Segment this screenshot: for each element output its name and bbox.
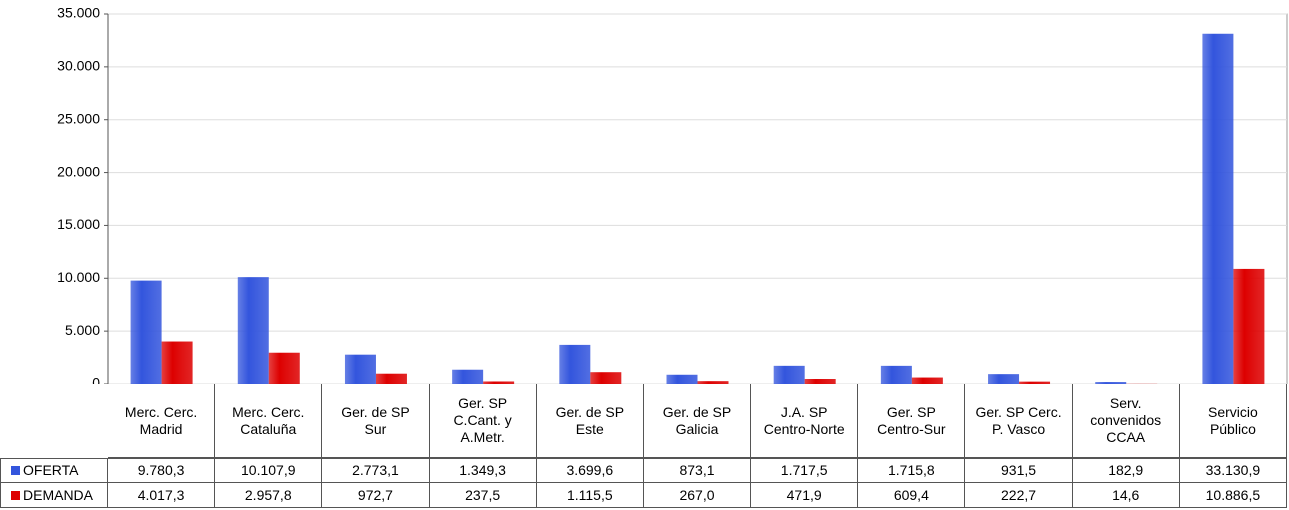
value-label: 3.699,6 bbox=[536, 458, 644, 483]
bar bbox=[911, 377, 943, 384]
bar bbox=[130, 280, 162, 384]
category-label: Ger. de SP Sur bbox=[322, 384, 430, 458]
bar bbox=[590, 372, 622, 384]
legend-entry: OFERTA bbox=[0, 458, 108, 483]
y-tick-label: 25.000 bbox=[57, 110, 100, 126]
bar bbox=[1202, 33, 1234, 384]
value-label: 9.780,3 bbox=[108, 458, 216, 483]
bar bbox=[452, 369, 484, 384]
value-label: 182,9 bbox=[1072, 458, 1180, 483]
category-label: Ger. SP Cerc. P. Vasco bbox=[965, 384, 1073, 458]
plot-frame bbox=[107, 13, 1288, 384]
category-label: Merc. Cerc. Madrid bbox=[108, 384, 216, 458]
bar bbox=[161, 341, 193, 384]
category-label: Ger. de SP Galicia bbox=[643, 384, 752, 458]
value-label: 237,5 bbox=[429, 483, 537, 508]
legend-label: DEMANDA bbox=[23, 486, 94, 503]
legend-swatch bbox=[11, 490, 20, 500]
bar bbox=[988, 374, 1020, 384]
y-tick-label: 5.000 bbox=[65, 322, 100, 338]
value-label: 873,1 bbox=[643, 458, 752, 483]
value-label: 2.957,8 bbox=[215, 483, 323, 508]
bar bbox=[483, 381, 515, 384]
category-label: Merc. Cerc. Cataluña bbox=[215, 384, 323, 458]
category-label: J.A. SP Centro-Norte bbox=[751, 384, 859, 458]
value-label: 1.115,5 bbox=[536, 483, 644, 508]
value-label: 10.107,9 bbox=[215, 458, 323, 483]
value-label: 1.349,3 bbox=[429, 458, 537, 483]
y-tick-label: 0 bbox=[92, 375, 100, 384]
legend-swatch bbox=[11, 466, 20, 475]
value-label: 14,6 bbox=[1072, 483, 1180, 508]
y-tick-label: 30.000 bbox=[57, 58, 100, 74]
category-label: Ger. de SP Este bbox=[536, 384, 644, 458]
y-tick-label: 35.000 bbox=[57, 5, 100, 21]
bar bbox=[268, 352, 300, 384]
value-label: 931,5 bbox=[965, 458, 1073, 483]
bar bbox=[773, 365, 805, 384]
value-label: 4.017,3 bbox=[108, 483, 216, 508]
legend-entry: DEMANDA bbox=[0, 483, 108, 508]
bar bbox=[1019, 381, 1051, 384]
bar bbox=[697, 381, 729, 384]
category-label: Serv. convenidos CCAA bbox=[1072, 384, 1180, 458]
bar bbox=[559, 344, 591, 384]
category-label: Ger. SP C.Cant. y A.Metr. bbox=[429, 384, 537, 458]
value-label: 222,7 bbox=[965, 483, 1073, 508]
value-label: 1.717,5 bbox=[751, 458, 859, 483]
value-label: 972,7 bbox=[322, 483, 430, 508]
value-label: 2.773,1 bbox=[322, 458, 430, 483]
bar bbox=[1095, 382, 1127, 384]
y-tick-label: 10.000 bbox=[57, 269, 100, 285]
bar bbox=[1233, 268, 1265, 384]
bar bbox=[375, 373, 407, 384]
value-label: 471,9 bbox=[751, 483, 859, 508]
y-tick-label: 15.000 bbox=[57, 216, 100, 232]
legend-label: OFERTA bbox=[23, 462, 79, 478]
plot: 0 5.000 10.000 15.000 20.000 25.000 30.000 35.0… bbox=[57, 5, 1288, 384]
bar bbox=[237, 277, 269, 384]
y-tick-label: 20.000 bbox=[57, 163, 100, 179]
value-label: 609,4 bbox=[858, 483, 966, 508]
bar bbox=[666, 374, 698, 384]
value-label: 1.715,8 bbox=[858, 458, 966, 483]
bar bbox=[880, 365, 912, 384]
bar bbox=[804, 379, 836, 384]
value-label: 267,0 bbox=[643, 483, 752, 508]
bar bbox=[344, 354, 376, 384]
value-label: 10.886,5 bbox=[1179, 483, 1287, 508]
category-label: Servicio Público bbox=[1179, 384, 1287, 458]
category-label: Ger. SP Centro-Sur bbox=[858, 384, 966, 458]
value-label: 33.130,9 bbox=[1179, 458, 1287, 483]
